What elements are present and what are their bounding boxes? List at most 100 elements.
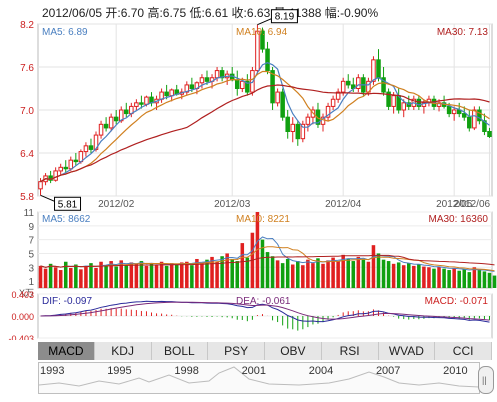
volume-bar (366, 261, 371, 288)
candle-body (456, 109, 462, 115)
candle-body (472, 109, 477, 129)
volume-bar (190, 265, 194, 288)
volume-bar (195, 258, 199, 288)
volume-bar (326, 260, 330, 288)
volume-bar (472, 267, 477, 288)
timeline-sparkline (39, 366, 479, 388)
volume-bar (316, 258, 320, 288)
volume-bar (84, 266, 88, 288)
volume-bar (74, 264, 78, 288)
volume-y-tick: 3 (28, 263, 34, 274)
tab-boll[interactable]: BOLL (151, 342, 209, 360)
candle-body (451, 109, 457, 115)
high-value: 6.75 (162, 6, 187, 20)
volume-bar (94, 267, 98, 288)
volume-bar (270, 256, 275, 288)
volume-bar (432, 268, 436, 288)
ma10-line (40, 70, 490, 183)
volume-bar (220, 256, 224, 288)
volume-bar (396, 262, 401, 288)
volume-bar (129, 262, 134, 288)
price-x-tick: 2012/03 (214, 199, 251, 210)
volume-bar (124, 265, 129, 288)
vol-ma5-legend: MA5: 8662 (42, 214, 91, 225)
tab-wvad[interactable]: WVAD (378, 342, 436, 360)
vol-ma5-line (40, 236, 495, 272)
candle-body (63, 166, 69, 170)
tab-psy[interactable]: PSY (208, 342, 265, 360)
volume-bar (391, 263, 396, 288)
tab-rsi[interactable]: RSI (321, 342, 379, 360)
candle-body (134, 102, 139, 107)
high-label: 高: (147, 6, 163, 20)
volume-bar (477, 270, 482, 288)
candle-body (58, 166, 63, 172)
candle-body (73, 159, 79, 163)
volume-bar (58, 270, 63, 288)
volume-bar (48, 263, 53, 288)
volume-plot-frame (37, 211, 493, 289)
candle-body (335, 91, 341, 100)
tab-cci[interactable]: CCI (435, 342, 492, 360)
volume-bar (53, 267, 58, 288)
volume-bar (200, 263, 204, 288)
tab-obv[interactable]: OBV (265, 342, 322, 360)
volume-bar (427, 267, 431, 288)
volume-unit-label: X万 (19, 288, 34, 298)
volume-y-tick: 9 (28, 222, 34, 233)
volume-bar (321, 263, 325, 288)
volume-bar (260, 239, 265, 288)
tab-kdj[interactable]: KDJ (94, 342, 152, 360)
candle-body (219, 70, 225, 79)
price-x-tick: 2012/05 (436, 199, 473, 210)
volume-bar (79, 269, 83, 288)
ma30-legend: MA30: 7.13 (437, 27, 489, 38)
volume-bar (265, 252, 270, 288)
timeline-year: 2001 (241, 365, 267, 377)
volume-bar (447, 270, 451, 288)
change-label: 幅: (324, 6, 341, 20)
candle-body (245, 80, 250, 93)
volume-bar (417, 264, 421, 288)
volume-bar (401, 265, 406, 288)
volume-bar (174, 264, 179, 288)
candle-body (461, 113, 467, 118)
candle-body (305, 116, 311, 125)
volume-bar (225, 253, 229, 288)
volume-bar (381, 259, 386, 288)
candle-body (270, 70, 275, 104)
tab-macd[interactable]: MACD (38, 342, 95, 360)
candle-body (204, 77, 210, 82)
volume-bar (442, 268, 446, 288)
vol-ma10-legend: MA10: 8221 (236, 214, 290, 225)
header-date: 2012/06/05 (42, 6, 103, 20)
candle-body (108, 116, 114, 129)
timeline-scroll-handle[interactable]: || (478, 366, 494, 394)
candle-body (295, 123, 301, 140)
volume-bar (210, 256, 214, 288)
max-label-box (270, 9, 298, 24)
volume-bar (346, 258, 350, 288)
low-label: 低: (189, 6, 205, 20)
candle-body (98, 123, 104, 136)
volume-bar (412, 265, 416, 288)
close-value: 6.63 (246, 6, 271, 20)
ma10-legend: MA10: 6.94 (236, 27, 288, 38)
candle-body (381, 77, 386, 93)
timeline-year: 2004 (308, 365, 334, 377)
volume-bar (371, 245, 376, 288)
candle-body (164, 91, 169, 97)
candle-body (325, 105, 331, 118)
candle-body (124, 109, 129, 115)
volume-bar (296, 261, 300, 288)
ma30-line (40, 84, 490, 183)
ohlc-header: 2012/06/05 开:6.70 高:6.75 低:6.61 收:6.63 量… (42, 4, 378, 21)
candle-body (169, 89, 174, 97)
low-value: 6.61 (204, 6, 229, 20)
volume-bar (205, 259, 209, 288)
price-x-tick: 2012/02 (98, 199, 135, 210)
volume-bar (482, 271, 487, 288)
dea-line (40, 301, 490, 321)
candle-body (285, 116, 290, 132)
candle-body (290, 123, 296, 133)
